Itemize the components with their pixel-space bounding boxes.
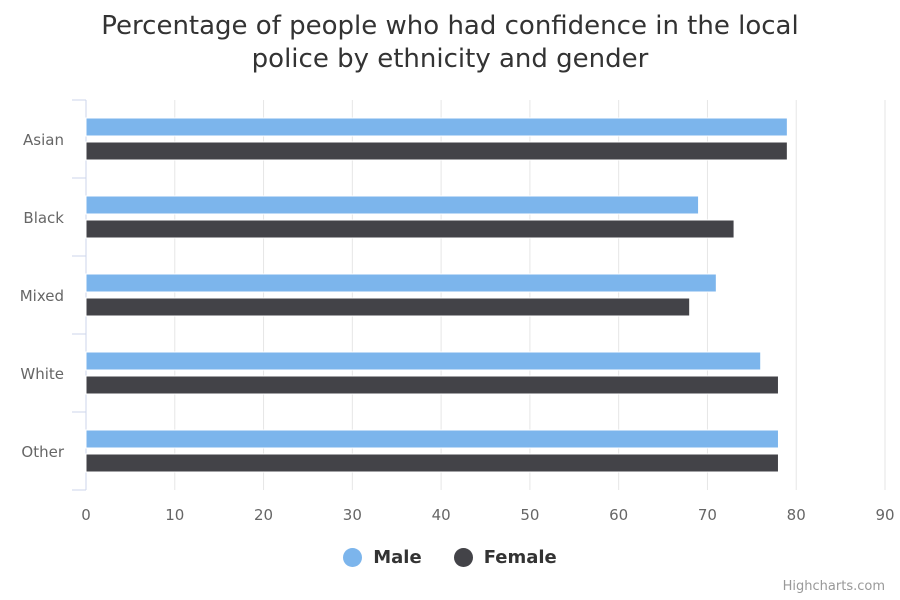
x-tick-label: 20	[254, 506, 273, 524]
x-tick-label: 30	[343, 506, 362, 524]
y-category-label: Black	[23, 209, 64, 227]
chart-title-line-1: Percentage of people who had confidence …	[101, 11, 799, 41]
bar-male-white	[85, 351, 762, 371]
x-tick-label: 70	[698, 506, 717, 524]
x-tick-label: 60	[609, 506, 628, 524]
legend-marker-female	[453, 548, 473, 567]
legend: Male Female	[0, 547, 900, 568]
x-tick-label: 10	[165, 506, 184, 524]
legend-marker-male	[343, 548, 363, 567]
bar-male-other	[85, 429, 779, 449]
bar-female-mixed	[85, 297, 691, 317]
bar-male-black	[85, 195, 700, 215]
bar-male-mixed	[85, 273, 717, 293]
x-tick-label: 40	[432, 506, 451, 524]
y-category-label: White	[20, 365, 64, 383]
y-category-label: Asian	[23, 131, 64, 149]
y-category-label: Other	[21, 443, 64, 461]
bar-male-asian	[85, 117, 788, 137]
x-tick-label: 0	[81, 506, 91, 524]
legend-label-female: Female	[483, 547, 557, 568]
bar-female-black	[85, 219, 735, 239]
x-tick-label: 50	[520, 506, 539, 524]
bar-female-white	[85, 375, 779, 395]
legend-item-male[interactable]: Male	[343, 547, 422, 568]
credits-link[interactable]: Highcharts.com	[782, 579, 885, 594]
legend-label-male: Male	[373, 547, 422, 568]
bar-female-asian	[85, 141, 788, 161]
chart-title: Percentage of people who had confidence …	[0, 10, 900, 76]
x-tick-label: 80	[787, 506, 806, 524]
x-tick-label: 90	[875, 506, 894, 524]
legend-item-female[interactable]: Female	[453, 547, 557, 568]
bar-female-other	[85, 453, 779, 473]
y-category-label: Mixed	[20, 287, 64, 305]
chart-title-line-2: police by ethnicity and gender	[251, 44, 649, 74]
